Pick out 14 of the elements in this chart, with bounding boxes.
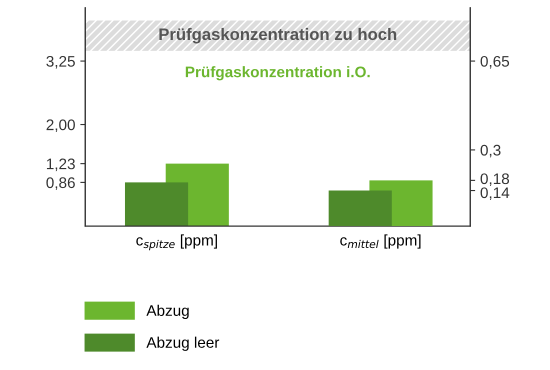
x-tick-label: c$_{mittel}$ [ppm]	[340, 234, 420, 249]
y2-tick-label: 0,65	[480, 56, 510, 69]
x-tick-label: c$_{spitze}$ [ppm]	[136, 234, 217, 250]
y2-tick-label: 0,18	[480, 173, 510, 186]
legend-label: Abzug	[146, 304, 189, 319]
legend-label: Abzug leer	[146, 336, 220, 351]
y-tick-label: 0,86	[46, 177, 75, 190]
band-label: Prüfgaskonzentration zu hoch	[159, 28, 396, 44]
y2-tick-label: 0,3	[480, 144, 501, 158]
y2-tick-label: 0,14	[480, 187, 510, 200]
y-tick-label: 3,25	[46, 56, 75, 69]
y-tick-label: 1,23	[46, 158, 75, 172]
y-tick-label: 2,00	[46, 119, 75, 132]
annotation: Prüfgaskonzentration i.O.	[186, 66, 370, 80]
